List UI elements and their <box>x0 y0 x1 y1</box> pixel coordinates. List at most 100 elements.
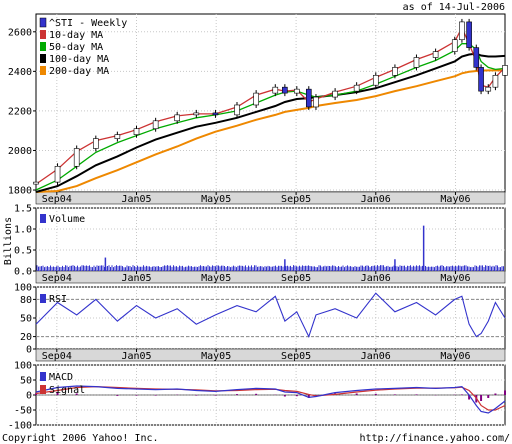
volume-x-tick-label: Jan05 <box>121 273 151 284</box>
price-x-tick-label: May05 <box>201 194 231 205</box>
price-candle <box>451 39 458 52</box>
price-candle <box>73 148 80 167</box>
price-panel: 1800 2000 2200 2400 2600 Sep04 Jan05 May05 Sep05… <box>8 13 508 205</box>
price-candle <box>305 88 312 108</box>
price-x-tick-label: Jan06 <box>361 194 391 205</box>
volume-y-tick-label: 1.5 <box>14 204 32 215</box>
price-plot-area <box>35 13 506 193</box>
ma200-legend-label: 200-day MA <box>49 66 109 77</box>
price-x-tick-label: Sep04 <box>42 194 72 205</box>
price-candle <box>492 75 499 88</box>
price-candle <box>466 21 472 48</box>
price-x-axis-band <box>35 191 506 205</box>
volume-legend: Volume <box>40 214 85 225</box>
price-y-tick-label: 2600 <box>8 27 32 38</box>
price-candle <box>212 112 219 116</box>
yahoo-finance-link[interactable]: http://finance.yahoo.com/ <box>359 433 510 444</box>
price-candle <box>313 96 319 108</box>
volume-y-axis-label: Billions <box>3 217 14 265</box>
price-candle <box>459 21 465 41</box>
price-y-tick-label: 2200 <box>8 106 32 117</box>
price-y-tick-label: 1800 <box>8 186 32 197</box>
price-y-tick-label: 2000 <box>8 146 32 157</box>
signal-legend-label: Signal <box>49 385 85 396</box>
rsi-y-tick-label: 20 <box>20 332 32 343</box>
macd-y-tick-label: -50 <box>14 406 32 417</box>
ma10-legend-label: 10-day MA <box>49 30 103 41</box>
rsi-legend: RSI <box>40 294 67 305</box>
volume-legend-label: Volume <box>49 214 85 225</box>
rsi-x-tick-label: Sep05 <box>281 351 311 362</box>
rsi-legend-swatch <box>40 294 46 303</box>
price-x-tick-label: Sep05 <box>281 194 311 205</box>
rsi-line <box>35 292 506 339</box>
price-candle <box>478 67 484 92</box>
macd-legend: MACD Signal <box>40 372 85 396</box>
signal-legend-swatch <box>40 385 46 394</box>
rsi-x-tick-label: Sep04 <box>42 351 72 362</box>
price-candle <box>392 67 398 76</box>
copyright-text: Copyright 2006 Yahoo! Inc. <box>2 433 159 444</box>
price-candle <box>294 88 300 94</box>
volume-x-axis-band <box>35 270 506 284</box>
rsi-y-tick-label: 50 <box>20 314 32 325</box>
sti-legend-swatch <box>39 17 47 28</box>
ma200-legend-swatch <box>40 66 46 75</box>
price-candle <box>174 114 180 122</box>
rsi-x-axis-band <box>35 348 506 362</box>
volume-y-tick-label: 1.0 <box>14 225 32 236</box>
rsi-x-tick-label: Jan05 <box>121 351 151 362</box>
macd-legend-swatch <box>40 372 46 381</box>
price-candle <box>193 112 200 116</box>
sti-legend-label: ^STI - Weekly <box>49 18 127 29</box>
price-x-tick-label: May06 <box>440 194 470 205</box>
price-candle <box>353 84 360 92</box>
macd-y-tick-label: 0 <box>26 391 32 402</box>
macd-line <box>35 385 506 414</box>
price-x-tick-label: Jan05 <box>121 194 151 205</box>
volume-x-tick-label: May05 <box>201 273 231 284</box>
price-legend: ^STI - Weekly 10-day MA 50-day MA 100-da… <box>39 17 127 77</box>
price-candle <box>332 90 338 98</box>
volume-panel: 0.0 0.5 1.0 1.5 Sep04 Jan05 May05 Sep05 Jan06 May… <box>14 204 506 284</box>
ma100-legend-label: 100-day MA <box>49 54 109 65</box>
rsi-x-tick-label: May05 <box>201 351 231 362</box>
price-candle <box>54 165 61 183</box>
price-candle <box>152 120 159 130</box>
volume-x-tick-label: May06 <box>440 273 470 284</box>
rsi-y-tick-label: 0 <box>26 345 32 356</box>
volume-x-tick-label: Sep05 <box>281 273 311 284</box>
price-candle <box>133 128 140 135</box>
price-candle <box>432 51 439 58</box>
rsi-y-tick-label: 100 <box>14 283 32 294</box>
price-candle <box>282 86 288 94</box>
ma100-legend-swatch <box>40 54 46 63</box>
price-candle <box>372 75 379 86</box>
volume-x-tick-label: Sep04 <box>42 273 72 284</box>
ma50-legend-label: 50-day MA <box>49 42 103 53</box>
volume-y-tick-label: 0.5 <box>14 246 32 257</box>
volume-plot-area <box>35 207 506 272</box>
ma50-legend-swatch <box>40 42 46 51</box>
rsi-x-tick-label: Jan06 <box>361 351 391 362</box>
macd-y-tick-label: 100 <box>14 361 32 372</box>
as-of-date: as of 14-Jul-2006 <box>403 2 505 13</box>
price-candle <box>485 86 492 92</box>
price-candle <box>234 104 240 116</box>
macd-legend-label: MACD <box>49 372 73 383</box>
price-candle <box>473 47 480 68</box>
macd-y-tick-label: -100 <box>8 421 32 432</box>
price-candle <box>253 92 259 106</box>
rsi-legend-label: RSI <box>49 294 67 305</box>
ma10-legend-swatch <box>40 30 46 39</box>
price-candle <box>93 138 99 149</box>
price-candle <box>413 57 420 68</box>
price-candle <box>33 181 39 185</box>
rsi-y-tick-label: 80 <box>20 295 32 306</box>
price-y-tick-label: 2400 <box>8 67 32 78</box>
rsi-x-tick-label: May06 <box>440 351 470 362</box>
macd-y-tick-label: 50 <box>20 376 32 387</box>
volume-x-tick-label: Jan06 <box>361 273 391 284</box>
